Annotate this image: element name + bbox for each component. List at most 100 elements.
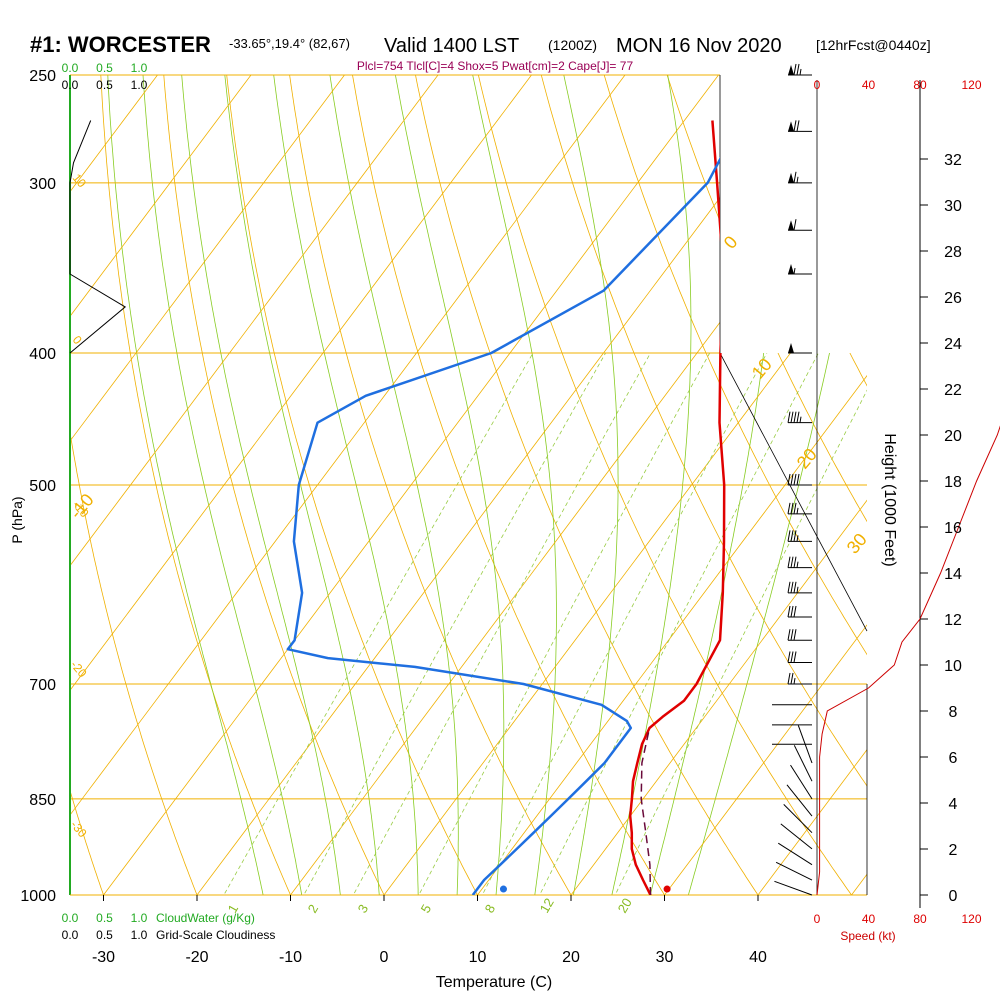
mixing-ratio-label: 5: [418, 902, 435, 916]
height-tick-label: 4: [949, 796, 958, 813]
speed-line: [816, 425, 1000, 896]
mixing-ratio-label: 12: [537, 895, 557, 915]
speed-tick-label-top: 0: [814, 78, 821, 92]
wind-barb: [788, 171, 812, 184]
cloudiness-scale-top: 0.0: [62, 78, 79, 92]
isotherm-label-left: -20: [68, 658, 90, 681]
wind-barbs: [772, 63, 813, 896]
mixing-ratio-line: [524, 352, 819, 895]
cloudiness-legend: Grid-Scale Cloudiness: [156, 928, 275, 942]
moist-adiabat: [605, 75, 692, 895]
moist-adiabat: [325, 75, 459, 895]
isotherm-lines: [70, 75, 867, 895]
x-tick-label: -10: [279, 949, 302, 966]
mixing-ratio-label: 8: [482, 902, 499, 916]
moist-adiabat: [642, 75, 779, 895]
dry-adiabat: [161, 75, 399, 895]
isotherm: [70, 75, 363, 895]
x-tick-label: 20: [562, 949, 580, 966]
plot-frame: [69, 75, 921, 908]
wind-barb-flag: [793, 63, 797, 76]
wind-barb-flag: [787, 556, 791, 568]
wind-barb: [787, 530, 812, 542]
wind-barb: [780, 823, 813, 850]
wind-barb: [788, 219, 812, 231]
wind-barb-flag: [790, 556, 794, 568]
title-station: #1: WORCESTER: [30, 32, 211, 57]
isotherm: [70, 75, 270, 895]
wind-barb: [774, 880, 813, 896]
wind-barb-half: [793, 677, 796, 685]
wind-barb-flag: [790, 629, 794, 641]
height-tick-label: 22: [944, 382, 962, 399]
dry-adiabat: [223, 75, 494, 895]
wind-barb-flag: [790, 473, 794, 486]
wind-barb-flag: [790, 530, 794, 542]
wind-barb-half: [793, 267, 796, 275]
wind-barb-flag: [793, 502, 797, 514]
wind-barb-flag: [793, 605, 797, 618]
isotherm: [455, 75, 867, 895]
wind-barb: [793, 745, 813, 782]
pressure-tick-label: 700: [29, 677, 56, 694]
cloudwater-scale-bottom: 1.0: [131, 911, 148, 925]
height-tick-label: 28: [944, 244, 962, 261]
cloudiness-scale-bottom: 1.0: [131, 928, 148, 942]
wind-barb-flag: [790, 651, 794, 663]
wind-barb-staff: [790, 764, 813, 800]
wind-barb-pennant: [788, 172, 794, 183]
indices-line: Plcl=754 Tlcl[C]=4 Shox=5 Pwat[cm]=2 Cap…: [357, 59, 634, 73]
wind-barb: [787, 502, 812, 515]
wind-barb-flag: [787, 672, 791, 685]
mixing-ratio-line: [403, 352, 711, 895]
wind-barb-staff: [793, 745, 813, 782]
wind-barb-flag: [790, 605, 794, 618]
cloudiness-profile: [69, 120, 127, 354]
wind-barb-flag: [793, 556, 797, 568]
isotherm: [70, 75, 550, 895]
moist-adiabat: [222, 75, 382, 895]
height-tick-label: 32: [944, 152, 962, 169]
wind-barb: [788, 63, 812, 76]
moist-adiabat: [106, 75, 270, 895]
wind-barb-flag: [793, 120, 797, 132]
x-tick-label: -20: [185, 949, 208, 966]
wind-barb-half: [796, 535, 799, 542]
mixing-ratio-label: 3: [355, 902, 372, 916]
y-axis-title: P (hPa): [9, 496, 25, 543]
moist-adiabat: [179, 75, 345, 895]
mixing-ratio-line: [207, 352, 534, 895]
isotherm: [736, 75, 867, 895]
wind-barb: [787, 473, 812, 486]
mixing-ratio-lines: [207, 352, 867, 895]
wind-barb-pennant: [788, 343, 794, 354]
height-tick-label: 10: [944, 658, 962, 675]
wind-barb-flag: [793, 651, 797, 663]
isotherm: [70, 75, 457, 895]
isotherm-label-left: 10: [70, 171, 90, 190]
height-tick-label: 8: [949, 704, 958, 721]
height-axis-title: Height (1000 Feet): [881, 433, 898, 566]
height-tick-label: 20: [944, 428, 962, 445]
pressure-tick-label: 500: [29, 478, 56, 495]
wind-barb-flag: [787, 651, 791, 663]
isotherm-label-left: -30: [68, 818, 90, 841]
dry-adiabat: [285, 75, 589, 895]
cloudwater-scale-top: 0.0: [62, 61, 79, 75]
cloudwater-scale-bottom: 0.5: [96, 911, 113, 925]
dry-adiabat: [99, 75, 304, 895]
wind-barb-pennant: [788, 220, 794, 231]
mixing-ratio-label: 2: [305, 902, 322, 916]
cloudwater-legend: CloudWater (g/Kg): [156, 911, 255, 925]
x-tick-label: 10: [469, 949, 487, 966]
isotherm: [549, 75, 867, 895]
wind-barb-flag: [793, 473, 797, 486]
height-tick-label: 6: [949, 750, 958, 767]
cloudiness-line: [69, 120, 127, 354]
wind-barb: [788, 264, 812, 275]
wind-barb-staff: [786, 784, 813, 817]
wind-barb-half: [796, 561, 799, 568]
wind-barb: [788, 343, 812, 354]
mixing-ratio-line: [600, 352, 867, 895]
mixing-ratio-line: [337, 352, 651, 895]
